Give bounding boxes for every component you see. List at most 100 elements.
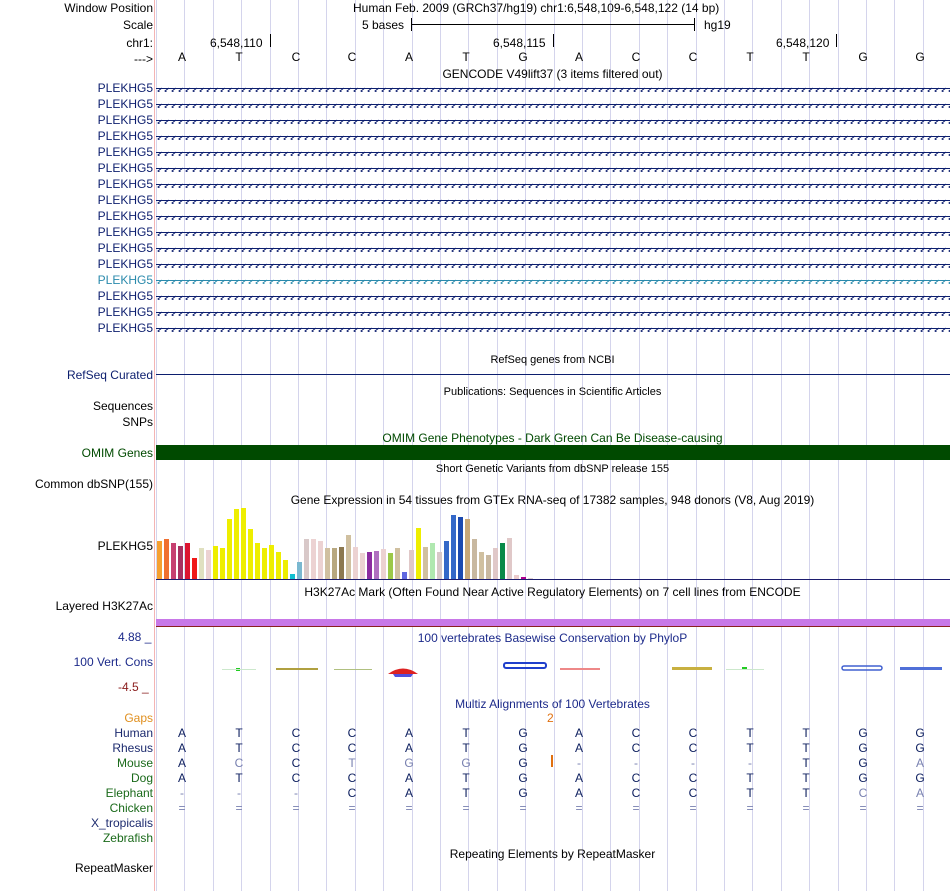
gtex-tissue-bar[interactable] <box>458 517 463 580</box>
repeatmasker-label[interactable]: RepeatMasker <box>74 861 153 875</box>
gtex-tissue-bar[interactable] <box>262 548 267 580</box>
phylop-label[interactable]: 100 Vert. Cons <box>73 655 153 669</box>
refseq-gene-line[interactable] <box>156 374 950 375</box>
gtex-tissue-bar[interactable] <box>367 552 372 580</box>
gtex-tissue-bar[interactable] <box>416 528 421 580</box>
gtex-tissue-bar[interactable] <box>493 548 498 580</box>
gtex-tissue-bar[interactable] <box>409 550 414 580</box>
phylop-plot[interactable] <box>156 660 950 680</box>
gtex-tissue-bar[interactable] <box>353 547 358 580</box>
gtex-tissue-bar[interactable] <box>206 550 211 580</box>
gencode-transcript-label[interactable]: PLEKHG5 <box>97 129 153 143</box>
gtex-tissue-bar[interactable] <box>507 538 512 580</box>
gencode-transcript-label[interactable]: PLEKHG5 <box>97 113 153 127</box>
gtex-tissue-bar[interactable] <box>374 551 379 580</box>
gtex-tissue-bar[interactable] <box>178 546 183 580</box>
gtex-tissue-bar[interactable] <box>395 548 400 580</box>
h3k27ac-track-title[interactable]: H3K27Ac Mark (Often Found Near Active Re… <box>304 585 801 599</box>
gtex-tissue-bar[interactable] <box>157 541 162 580</box>
gtex-tissue-bar[interactable] <box>444 541 449 580</box>
refseq-track-title[interactable]: RefSeq genes from NCBI <box>490 354 615 366</box>
gtex-tissue-bar[interactable] <box>430 543 435 580</box>
gtex-tissue-bar[interactable] <box>164 539 169 580</box>
gtex-tissue-bar[interactable] <box>171 543 176 580</box>
gtex-tissue-bar[interactable] <box>255 543 260 580</box>
gtex-tissue-bar[interactable] <box>521 577 526 580</box>
gtex-tissue-bar[interactable] <box>360 553 365 580</box>
gencode-transcript-label[interactable]: PLEKHG5 <box>97 225 153 239</box>
gtex-tissue-bar[interactable] <box>318 541 323 580</box>
multiz-track-title[interactable]: Multiz Alignments of 100 Vertebrates <box>455 697 650 711</box>
dbsnp-label[interactable]: Common dbSNP(155) <box>34 477 153 491</box>
publications-track-title[interactable]: Publications: Sequences in Scientific Ar… <box>443 386 662 398</box>
gencode-transcript-label[interactable]: PLEKHG5 <box>97 161 153 175</box>
gtex-tissue-bar[interactable] <box>486 555 491 580</box>
position-tick-mark-2 <box>553 34 554 47</box>
gencode-transcript-label[interactable]: PLEKHG5 <box>97 273 153 287</box>
gencode-transcript-label[interactable]: PLEKHG5 <box>97 81 153 95</box>
strand-arrows <box>156 244 950 252</box>
h3k27ac-signal[interactable] <box>156 619 950 626</box>
gtex-tissue-bar[interactable] <box>402 572 407 580</box>
gtex-track-title[interactable]: Gene Expression in 54 tissues from GTEx … <box>290 493 815 507</box>
h3k27ac-label[interactable]: Layered H3K27Ac <box>55 599 153 613</box>
gtex-tissue-bar[interactable] <box>213 546 218 580</box>
gtex-tissue-bar[interactable] <box>339 547 344 580</box>
gtex-tissue-bar[interactable] <box>423 547 428 580</box>
gencode-transcript-label[interactable]: PLEKHG5 <box>97 305 153 319</box>
gencode-track-title[interactable]: GENCODE V49lift37 (3 items filtered out) <box>442 67 663 81</box>
gtex-tissue-bar[interactable] <box>381 549 386 580</box>
gtex-tissue-bar[interactable] <box>297 562 302 580</box>
gtex-tissue-bar[interactable] <box>451 515 456 580</box>
gtex-tissue-bar[interactable] <box>220 548 225 580</box>
gtex-tissue-bar[interactable] <box>269 545 274 580</box>
snps-label[interactable]: SNPs <box>122 415 153 429</box>
omim-feature-bar[interactable] <box>156 445 950 460</box>
gtex-tissue-bar[interactable] <box>346 535 351 580</box>
gencode-transcript-label[interactable]: PLEKHG5 <box>97 97 153 111</box>
gtex-tissue-bar[interactable] <box>290 574 295 580</box>
omim-label[interactable]: OMIM Genes <box>81 446 153 460</box>
gencode-transcript-label[interactable]: PLEKHG5 <box>97 321 153 335</box>
gencode-transcript-label[interactable]: PLEKHG5 <box>97 289 153 303</box>
gtex-tissue-bar[interactable] <box>332 548 337 580</box>
gtex-tissue-bar[interactable] <box>437 552 442 580</box>
gtex-tissue-bar[interactable] <box>283 560 288 580</box>
phylop-track-title[interactable]: 100 vertebrates Basewise Conservation by… <box>417 631 688 645</box>
gencode-transcript-label[interactable]: PLEKHG5 <box>97 209 153 223</box>
gencode-transcript-label[interactable]: PLEKHG5 <box>97 257 153 271</box>
gtex-bar-chart[interactable] <box>156 506 950 580</box>
alignment-base: A <box>574 726 583 740</box>
species-label: Human <box>114 726 153 740</box>
gencode-transcript-label[interactable]: PLEKHG5 <box>97 177 153 191</box>
gtex-tissue-bar[interactable] <box>479 552 484 580</box>
gtex-tissue-bar[interactable] <box>248 529 253 580</box>
repeatmasker-track-title[interactable]: Repeating Elements by RepeatMasker <box>449 847 656 861</box>
omim-track-title[interactable]: OMIM Gene Phenotypes - Dark Green Can Be… <box>382 431 723 445</box>
gtex-tissue-bar[interactable] <box>234 509 239 580</box>
gtex-tissue-bar[interactable] <box>199 548 204 580</box>
gtex-tissue-bar[interactable] <box>472 539 477 580</box>
gaps-label[interactable]: Gaps <box>124 711 153 725</box>
gtex-label[interactable]: PLEKHG5 <box>97 539 153 553</box>
gtex-tissue-bar[interactable] <box>241 508 246 580</box>
gtex-tissue-bar[interactable] <box>311 539 316 580</box>
gencode-transcript-label[interactable]: PLEKHG5 <box>97 193 153 207</box>
gtex-tissue-bar[interactable] <box>514 575 519 580</box>
dbsnp-track-title[interactable]: Short Genetic Variants from dbSNP releas… <box>435 463 670 475</box>
gtex-tissue-bar[interactable] <box>304 539 309 580</box>
gencode-transcript-label[interactable]: PLEKHG5 <box>97 241 153 255</box>
gtex-tissue-bar[interactable] <box>465 519 470 580</box>
gtex-tissue-bar[interactable] <box>276 552 281 580</box>
gencode-transcript-label[interactable]: PLEKHG5 <box>97 145 153 159</box>
gtex-tissue-bar[interactable] <box>500 543 505 580</box>
alignment-base: C <box>347 786 357 800</box>
sequences-label[interactable]: Sequences <box>92 399 153 413</box>
gtex-tissue-bar[interactable] <box>227 519 232 580</box>
gtex-tissue-bar[interactable] <box>388 553 393 580</box>
gtex-tissue-bar[interactable] <box>192 558 197 580</box>
gtex-tissue-bar[interactable] <box>325 548 330 580</box>
gtex-tissue-bar[interactable] <box>185 543 190 580</box>
refseq-label[interactable]: RefSeq Curated <box>66 368 153 382</box>
